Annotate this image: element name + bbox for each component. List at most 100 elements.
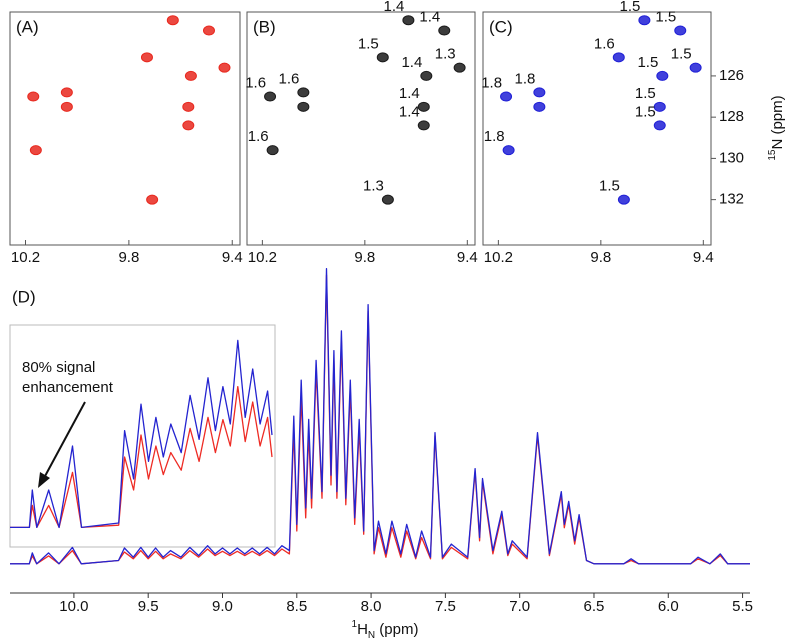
peak-label: 1.4	[399, 103, 420, 120]
panel-label: (D)	[12, 287, 36, 306]
peak	[533, 87, 546, 98]
peak-label: 1.5	[655, 9, 676, 26]
peak	[182, 120, 195, 131]
panel-label: (B)	[253, 17, 276, 36]
peak	[182, 101, 195, 112]
peak-label: 1.4	[401, 54, 422, 71]
annotation: 80% signal	[22, 359, 95, 376]
peak	[297, 101, 310, 112]
peak	[146, 194, 159, 205]
x-tick-label: 9.8	[118, 249, 139, 266]
panel-label: (C)	[489, 17, 513, 36]
peak	[166, 15, 179, 26]
peak	[502, 145, 515, 156]
y-axis-label: 15N (ppm)	[767, 95, 786, 160]
y-tick-label: 132	[719, 191, 744, 208]
peak-label: 1.8	[481, 75, 502, 92]
peak-label: 1.5	[635, 85, 656, 102]
peak-label: 1.5	[599, 178, 620, 195]
peak	[653, 101, 666, 112]
peak	[140, 52, 153, 63]
peak	[533, 101, 546, 112]
y-tick-label: 128	[719, 108, 744, 125]
inset-frame	[9, 324, 276, 548]
peak	[420, 70, 433, 81]
peak-label: 1.6	[594, 35, 615, 52]
peak	[60, 101, 73, 112]
peak	[376, 52, 389, 63]
x-tick-label: 8.0	[361, 598, 382, 615]
peak	[381, 194, 394, 205]
peak	[29, 145, 42, 156]
x-tick-label: 9.4	[693, 249, 714, 266]
peak	[438, 25, 451, 36]
peak-label: 1.6	[248, 128, 269, 145]
x-tick-label: 8.5	[286, 598, 307, 615]
x-tick-label: 7.5	[435, 598, 456, 615]
x-tick-label: 10.2	[248, 249, 277, 266]
x-label-unit: (ppm)	[375, 621, 418, 638]
peak-label: 1.5	[637, 54, 658, 71]
spectrum-line	[10, 385, 273, 529]
peak-label: 1.5	[620, 0, 641, 15]
peak	[417, 101, 430, 112]
x-tick-label: 9.5	[138, 598, 159, 615]
y-tick-label: 126	[719, 67, 744, 84]
peak	[266, 145, 279, 156]
x-tick-label: 9.8	[354, 249, 375, 266]
peak-label: 1.8	[484, 128, 505, 145]
peak-label: 1.4	[419, 9, 440, 26]
x-tick-label: 5.5	[732, 598, 753, 615]
peak-label: 1.5	[358, 35, 379, 52]
peak-label: 1.5	[671, 46, 692, 63]
x-tick-label: 9.4	[457, 249, 478, 266]
peak-label: 1.4	[384, 0, 405, 15]
spectrum-line	[10, 267, 750, 565]
peak	[674, 25, 687, 36]
x-tick-label: 6.5	[584, 598, 605, 615]
peak	[264, 91, 277, 102]
peak	[500, 91, 513, 102]
y-label-sup: 15	[767, 149, 778, 161]
x-tick-label: 10.2	[11, 249, 40, 266]
peak	[27, 91, 40, 102]
peak-label: 1.6	[245, 75, 266, 92]
x-tick-label: 10.2	[484, 249, 513, 266]
peak	[402, 15, 415, 26]
peak	[617, 194, 630, 205]
x-label-sup: 1	[352, 619, 358, 630]
peak-label: 1.3	[363, 178, 384, 195]
panel-frame	[482, 11, 712, 246]
x-tick-label: 10.0	[59, 598, 88, 615]
x-tick-label: 7.0	[509, 598, 530, 615]
peak	[297, 87, 310, 98]
peak	[202, 25, 215, 36]
peak-label: 1.6	[279, 70, 300, 87]
peak-label: 1.5	[635, 103, 656, 120]
spectrum-line	[10, 274, 750, 565]
peak	[60, 87, 73, 98]
x-tick-label: 9.4	[222, 249, 243, 266]
peak-label: 1.4	[399, 85, 420, 102]
peak	[218, 62, 231, 73]
y-tick-label: 130	[719, 149, 744, 166]
x-tick-label: 9.0	[212, 598, 233, 615]
x-tick-label: 6.0	[658, 598, 679, 615]
peak	[638, 15, 651, 26]
peak	[653, 120, 666, 131]
arrow	[43, 401, 86, 479]
panel-frame	[9, 11, 241, 246]
peak-label: 1.8	[515, 70, 536, 87]
x-label-text: H	[357, 621, 368, 638]
peak	[417, 120, 430, 131]
peak	[453, 62, 466, 73]
x-label-sub: N	[368, 630, 375, 641]
spectrum-line	[10, 339, 273, 529]
panel-label: (A)	[16, 17, 39, 36]
annotation: enhancement	[22, 379, 114, 396]
peak-label: 1.3	[435, 46, 456, 63]
y-label-text: N (ppm)	[769, 95, 786, 149]
x-axis-label: 1HN (ppm)	[352, 619, 419, 641]
x-tick-label: 9.8	[590, 249, 611, 266]
